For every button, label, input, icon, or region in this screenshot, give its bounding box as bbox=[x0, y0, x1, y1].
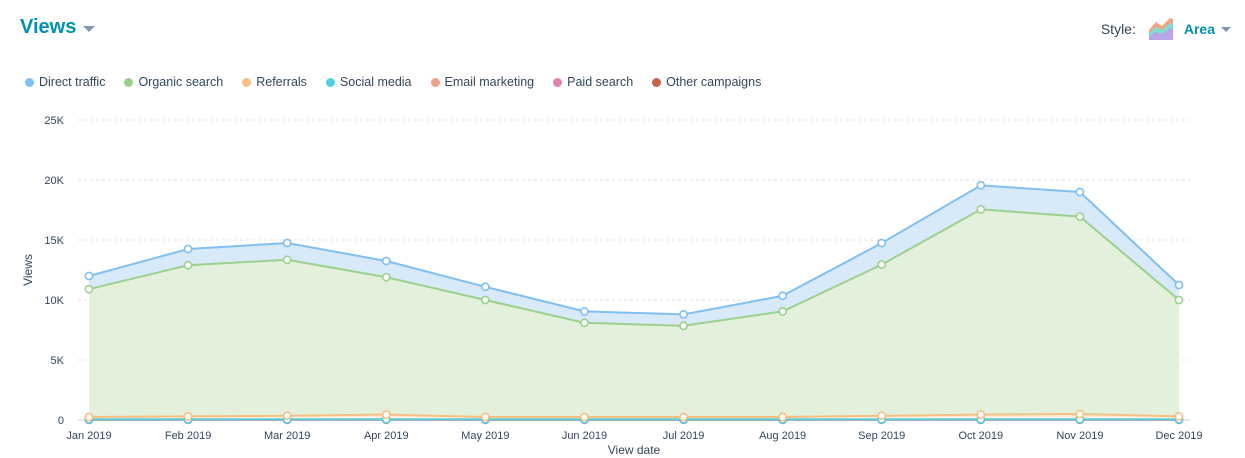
legend-swatch bbox=[25, 77, 34, 87]
point-referrals bbox=[976, 410, 986, 419]
point-direct-traffic bbox=[381, 256, 391, 266]
legend-swatch bbox=[242, 77, 252, 87]
chart-legend: Direct traffic Organic search Referrals Soc… bbox=[25, 75, 780, 89]
x-tick-label: Jan 2019 bbox=[66, 430, 111, 442]
legend-swatch bbox=[430, 77, 440, 87]
point-direct-traffic bbox=[480, 282, 490, 292]
legend-swatch bbox=[652, 77, 662, 87]
point-direct-traffic bbox=[1075, 187, 1085, 197]
line-direct-traffic bbox=[88, 184, 1180, 316]
point-referrals bbox=[679, 412, 688, 422]
legend-item-social-media[interactable]: Social media bbox=[325, 75, 412, 89]
style-dropdown[interactable]: Area bbox=[1183, 21, 1215, 37]
legend-item-direct-traffic[interactable]: Direct traffic bbox=[25, 75, 105, 89]
point-direct-traffic bbox=[183, 244, 193, 254]
chart-title-dropdown[interactable]: Views bbox=[20, 16, 77, 38]
point-organic-search bbox=[282, 255, 292, 265]
y-tick-label: 0 bbox=[58, 415, 64, 427]
point-referrals bbox=[580, 412, 589, 422]
point-organic-search bbox=[778, 306, 788, 316]
legend-item-organic-search[interactable]: Organic search bbox=[124, 75, 223, 89]
style-selector: Style: Area bbox=[1101, 16, 1231, 42]
y-tick-label: 25K bbox=[44, 115, 64, 127]
point-referrals bbox=[282, 411, 292, 421]
legend-swatch bbox=[553, 77, 563, 87]
point-direct-traffic bbox=[877, 238, 887, 248]
point-organic-search bbox=[84, 284, 94, 294]
legend-label: Social media bbox=[339, 75, 412, 89]
legend-swatch bbox=[124, 77, 134, 87]
legend-item-other-campaigns[interactable]: Other campaigns bbox=[652, 75, 761, 89]
point-direct-traffic bbox=[679, 309, 688, 319]
point-referrals bbox=[778, 412, 788, 422]
x-tick-label: Jun 2019 bbox=[562, 430, 607, 442]
y-axis-title: Views bbox=[21, 254, 35, 286]
y-tick-label: 15K bbox=[44, 235, 64, 247]
point-direct-traffic bbox=[976, 180, 986, 190]
area-direct-traffic bbox=[89, 185, 1179, 326]
area-chart-icon[interactable] bbox=[1148, 16, 1174, 42]
point-organic-search bbox=[580, 318, 589, 328]
area-organic-search bbox=[89, 209, 1179, 417]
y-tick-label: 5K bbox=[51, 355, 65, 367]
chevron-down-icon[interactable] bbox=[83, 26, 96, 32]
point-referrals bbox=[480, 412, 490, 422]
legend-label: Email marketing bbox=[444, 75, 535, 89]
point-direct-traffic bbox=[778, 291, 788, 301]
point-organic-search bbox=[381, 272, 391, 282]
x-tick-label: Sep 2019 bbox=[858, 430, 905, 442]
point-organic-search bbox=[679, 321, 688, 331]
point-organic-search bbox=[1174, 295, 1184, 305]
line-organic-search bbox=[88, 208, 1180, 327]
legend-label: Referrals bbox=[256, 75, 307, 89]
point-referrals bbox=[381, 410, 391, 419]
legend-label: Organic search bbox=[138, 75, 224, 89]
legend-swatch bbox=[325, 77, 335, 87]
point-direct-traffic bbox=[1174, 280, 1184, 290]
point-referrals bbox=[183, 411, 193, 421]
x-tick-label: Oct 2019 bbox=[958, 430, 1003, 442]
y-tick-label: 20K bbox=[44, 175, 64, 187]
style-label: Style: bbox=[1100, 21, 1136, 37]
x-tick-label: Apr 2019 bbox=[364, 430, 409, 442]
x-tick-label: Feb 2019 bbox=[165, 430, 211, 442]
point-organic-search bbox=[1075, 212, 1085, 221]
legend-label: Direct traffic bbox=[39, 75, 106, 89]
x-tick-label: May 2019 bbox=[461, 430, 509, 442]
x-tick-label: Nov 2019 bbox=[1056, 430, 1103, 442]
x-axis-title: View date bbox=[608, 443, 661, 457]
point-direct-traffic bbox=[282, 238, 292, 248]
point-organic-search bbox=[183, 260, 193, 270]
x-tick-label: Aug 2019 bbox=[759, 430, 806, 442]
legend-label: Other campaigns bbox=[666, 75, 762, 89]
chevron-down-icon[interactable] bbox=[1221, 26, 1231, 32]
legend-item-email-marketing[interactable]: Email marketing bbox=[430, 75, 535, 89]
point-organic-search bbox=[877, 260, 887, 269]
point-organic-search bbox=[480, 295, 490, 305]
legend-item-referrals[interactable]: Referrals bbox=[242, 75, 307, 89]
point-organic-search bbox=[976, 204, 986, 214]
x-tick-label: Dec 2019 bbox=[1155, 430, 1202, 442]
point-referrals bbox=[84, 412, 94, 422]
chart-header: Views bbox=[20, 16, 96, 39]
point-direct-traffic bbox=[84, 271, 94, 281]
point-direct-traffic bbox=[580, 306, 589, 316]
x-tick-label: Mar 2019 bbox=[264, 430, 310, 442]
line-referrals bbox=[88, 412, 1180, 418]
y-tick-label: 10K bbox=[44, 295, 64, 307]
point-referrals bbox=[1075, 409, 1085, 419]
legend-label: Paid search bbox=[567, 75, 634, 89]
point-referrals bbox=[1174, 411, 1184, 421]
point-referrals bbox=[877, 411, 887, 421]
legend-item-paid-search[interactable]: Paid search bbox=[553, 75, 633, 89]
x-tick-label: Jul 2019 bbox=[663, 430, 705, 442]
